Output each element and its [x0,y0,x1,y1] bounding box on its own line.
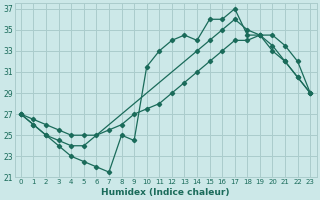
X-axis label: Humidex (Indice chaleur): Humidex (Indice chaleur) [101,188,230,197]
